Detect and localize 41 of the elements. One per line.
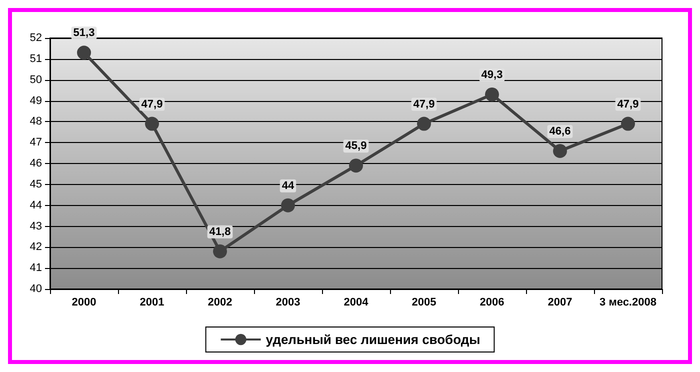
y-tick-label: 45 (30, 178, 42, 190)
x-tick-label: 2006 (480, 296, 504, 308)
y-tick-label: 46 (30, 158, 42, 170)
y-tick-label: 50 (30, 74, 42, 86)
point (213, 244, 227, 258)
x-tick-label: 2003 (276, 296, 300, 308)
data-label: 49,3 (481, 68, 503, 81)
data-label: 46,6 (549, 125, 571, 138)
point (417, 116, 431, 131)
x-tick-label: 2004 (344, 296, 370, 308)
legend-label: удельный вес лишения свободы (266, 332, 480, 347)
data-label: 47,9 (141, 98, 163, 110)
point (349, 158, 363, 173)
data-label: 51,3 (73, 27, 95, 40)
y-tick-label: 51 (30, 52, 42, 65)
y-tick-label: 52 (30, 32, 42, 44)
point (145, 116, 159, 131)
y-tick-label: 44 (30, 199, 42, 212)
y-tick-label: 48 (30, 116, 42, 128)
x-tick-label: 2007 (548, 296, 572, 308)
point (621, 116, 635, 131)
point (77, 46, 91, 60)
x-tick-label: 2000 (72, 296, 96, 308)
y-tick-label: 43 (30, 220, 42, 232)
y-tick-label: 40 (30, 283, 42, 295)
data-label: 44 (282, 180, 295, 192)
point (485, 87, 499, 102)
data-label: 45,9 (345, 140, 367, 152)
y-tick-label: 42 (30, 241, 42, 254)
y-tick-label: 49 (30, 94, 42, 107)
y-tick-label: 47 (30, 136, 42, 149)
x-tick-label: 3 мес.2008 (600, 296, 656, 308)
data-label: 47,9 (617, 98, 639, 110)
y-tick-label: 41 (30, 262, 42, 274)
x-tick-label: 2002 (208, 296, 232, 308)
data-label: 47,9 (413, 98, 435, 110)
point (281, 198, 295, 212)
point (553, 144, 567, 158)
x-tick-label: 2001 (140, 296, 164, 308)
data-label: 41,8 (209, 226, 231, 238)
x-tick-label: 2005 (412, 296, 436, 308)
